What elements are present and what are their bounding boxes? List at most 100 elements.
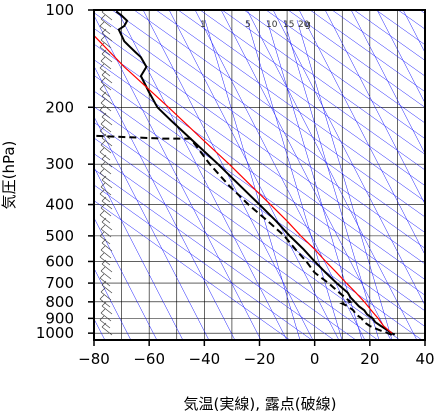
wind-barb bbox=[99, 147, 105, 153]
moist-adiabat-line bbox=[94, 166, 184, 340]
wind-barb bbox=[100, 119, 106, 125]
wind-barb bbox=[99, 231, 105, 237]
profile-lines bbox=[94, 10, 396, 336]
moist-adiabat-line bbox=[168, 10, 340, 340]
wind-barb bbox=[100, 224, 106, 230]
wind-barb bbox=[100, 18, 112, 28]
wind-barb bbox=[101, 179, 113, 189]
wind-barb bbox=[101, 196, 107, 202]
wind-barb bbox=[99, 168, 105, 174]
wind-barb bbox=[101, 74, 113, 84]
mixing-ratio-line bbox=[283, 19, 380, 340]
wind-barb bbox=[99, 315, 105, 321]
x-tick-label: 0 bbox=[310, 350, 320, 368]
wind-barb bbox=[100, 266, 106, 272]
dry-adiabat-line bbox=[94, 43, 425, 280]
dry-adiabat-line bbox=[177, 10, 425, 186]
wind-barb bbox=[101, 116, 113, 126]
wind-barb bbox=[101, 263, 113, 273]
wind-barb bbox=[101, 217, 107, 223]
dry-adiabat-line bbox=[133, 10, 425, 218]
wind-barb bbox=[99, 252, 105, 258]
wind-barb bbox=[100, 144, 112, 154]
moist-adiabat-line bbox=[246, 10, 418, 340]
wind-barb bbox=[100, 228, 112, 238]
dry-adiabat-line bbox=[94, 90, 425, 327]
wind-barb bbox=[100, 56, 106, 62]
wind-barb bbox=[101, 137, 113, 147]
dry-adiabat-line bbox=[155, 10, 425, 202]
dry-adiabat-line bbox=[353, 10, 425, 61]
x-axis-title: 気温(実線), 露点(破線) bbox=[184, 395, 337, 412]
wind-barb bbox=[99, 189, 105, 195]
wind-barb bbox=[100, 245, 106, 251]
wind-barb bbox=[101, 238, 107, 244]
x-tick-label: −40 bbox=[189, 350, 221, 368]
moist-adiabat-line bbox=[94, 116, 210, 340]
moist-adiabat-line bbox=[298, 10, 425, 256]
wind-barb bbox=[101, 175, 107, 181]
dry-adiabat-line bbox=[111, 10, 425, 233]
wind-barb bbox=[101, 242, 113, 252]
wind-barb bbox=[100, 165, 112, 175]
wind-barb bbox=[101, 70, 107, 76]
wind-barb bbox=[100, 249, 112, 259]
wind-barb bbox=[100, 98, 106, 104]
wind-barb bbox=[100, 207, 112, 217]
wind-barb bbox=[101, 53, 113, 63]
mixing-ratio-line bbox=[266, 19, 363, 340]
x-tick-label: 20 bbox=[360, 350, 379, 368]
moist-adiabat-line bbox=[94, 217, 158, 340]
moist-adiabat-line bbox=[402, 10, 425, 54]
background-grid bbox=[94, 10, 425, 340]
wind-barb bbox=[100, 161, 106, 167]
y-tick-label: 600 bbox=[45, 252, 74, 270]
wind-barb bbox=[99, 84, 105, 90]
x-tick-label: −60 bbox=[133, 350, 165, 368]
dry-adiabat-line bbox=[94, 200, 291, 340]
wind-barb bbox=[100, 186, 112, 196]
wind-barbs bbox=[99, 10, 113, 336]
wind-barb bbox=[101, 221, 113, 231]
x-axis: −80 −60 −40 −20 0 20 40 bbox=[78, 340, 435, 368]
wind-barb bbox=[100, 39, 112, 49]
moist-adiabat-line bbox=[272, 10, 425, 306]
dry-adiabat-line bbox=[94, 106, 423, 340]
wind-barb bbox=[100, 203, 106, 209]
temperature-line bbox=[115, 10, 396, 336]
dewpoint-line bbox=[94, 134, 393, 336]
wind-barb bbox=[101, 259, 107, 265]
mixing-ratio-labels: 1 5 10 15 20g bbox=[200, 20, 311, 30]
mixing-ratio-line bbox=[204, 19, 301, 340]
wind-barb bbox=[99, 21, 105, 27]
moist-adiabat-line bbox=[350, 10, 425, 155]
wind-barb bbox=[100, 287, 106, 293]
mixing-ratio-label: g bbox=[305, 20, 311, 30]
y-tick-label: 500 bbox=[45, 227, 74, 245]
wind-barb bbox=[99, 63, 105, 69]
mixing-ratio-label: 1 bbox=[200, 20, 206, 30]
moist-adiabat-line bbox=[376, 10, 425, 104]
mixing-ratio-label: 10 bbox=[266, 20, 278, 30]
wind-barb bbox=[101, 284, 113, 294]
wind-barb bbox=[100, 60, 112, 70]
wind-barb bbox=[101, 200, 113, 210]
wind-barb bbox=[100, 291, 112, 301]
wind-barb bbox=[101, 10, 105, 13]
moist-adiabat-line bbox=[220, 10, 392, 340]
mixing-ratio-label: 5 bbox=[245, 20, 251, 30]
moist-adiabat-line bbox=[324, 10, 425, 205]
wind-barb bbox=[101, 322, 107, 328]
mixing-ratio-label: 20 bbox=[298, 20, 310, 30]
y-axis-title: 気圧(hPa) bbox=[0, 141, 18, 210]
wind-barb bbox=[100, 140, 106, 146]
wind-barb bbox=[101, 11, 113, 21]
x-tick-label: −80 bbox=[78, 350, 110, 368]
dry-adiabat-line bbox=[94, 137, 379, 340]
dry-adiabat-line bbox=[94, 184, 313, 340]
wind-barb bbox=[99, 42, 105, 48]
dry-adiabat-line bbox=[94, 12, 425, 249]
wind-barb bbox=[101, 91, 107, 97]
x-tick-label: −20 bbox=[244, 350, 276, 368]
